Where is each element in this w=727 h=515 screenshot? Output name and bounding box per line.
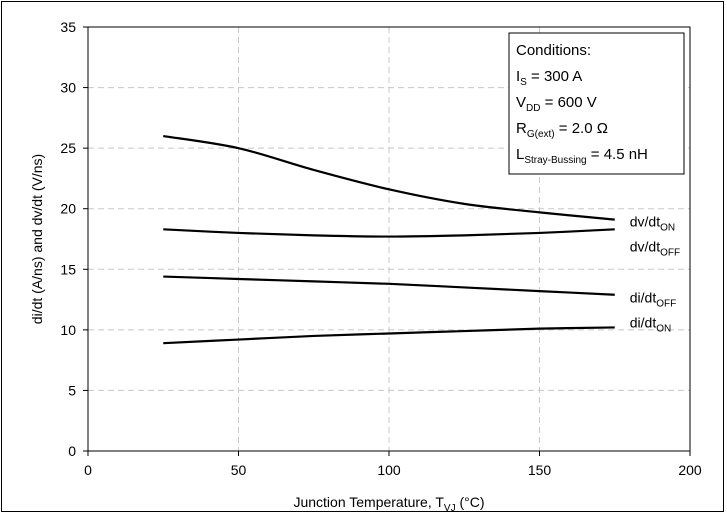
x-axis-label: Junction Temperature, TVJ (°C) xyxy=(293,494,484,514)
conditions-frame xyxy=(508,32,685,175)
series-line-dvdt-on xyxy=(163,134,615,221)
series-label: dv/dtON xyxy=(630,214,675,234)
x-tick-label: 150 xyxy=(528,462,552,478)
y-tick-label: 20 xyxy=(60,201,76,217)
y-tick-label: 10 xyxy=(60,322,76,338)
conditions-title: Conditions: xyxy=(516,42,591,59)
x-axis-label-main: Junction Temperature, T xyxy=(293,494,444,510)
conditions-line: IS = 300 A xyxy=(516,68,582,88)
series-line-didt-off xyxy=(163,275,615,296)
ticks: 0 5 10 15 20 25 30 35 0 50 100 150 200 xyxy=(60,19,701,478)
conditions-box: Conditions: IS = 300 A VDD = 600 V RG(ext) … xyxy=(508,32,685,175)
y-tick-label: 5 xyxy=(68,382,76,398)
series-line-dvdt-off xyxy=(163,228,615,238)
conditions-line: RG(ext) = 2.0 Ω xyxy=(516,120,608,140)
y-tick-label: 15 xyxy=(60,261,76,277)
y-tick-label: 0 xyxy=(68,443,76,459)
x-tick-label: 0 xyxy=(84,462,92,478)
x-axis-label-sub: VJ xyxy=(444,503,456,514)
x-tick-label: 100 xyxy=(377,462,401,478)
conditions-line: VDD = 600 V xyxy=(516,94,597,114)
x-axis-label-tail: (°C) xyxy=(456,494,485,510)
x-tick-label: 50 xyxy=(231,462,247,478)
x-tick-label: 200 xyxy=(678,462,702,478)
y-tick-label: 30 xyxy=(60,80,76,96)
y-tick-label: 25 xyxy=(60,140,76,156)
y-tick-label: 35 xyxy=(60,19,76,35)
series-label: di/dtON xyxy=(630,314,671,334)
series-lines xyxy=(163,134,615,345)
series-label: dv/dtOFF xyxy=(630,238,680,258)
y-axis-label: di/dt (A/ns) and dv/dt (V/ns) xyxy=(29,154,45,324)
conditions-line: LStray-Bussing = 4.5 nH xyxy=(516,146,648,166)
series-line-didt-on xyxy=(163,326,615,345)
series-labels: dv/dtON dv/dtOFF di/dtOFF di/dtON xyxy=(630,214,680,335)
series-label: di/dtOFF xyxy=(630,290,676,310)
